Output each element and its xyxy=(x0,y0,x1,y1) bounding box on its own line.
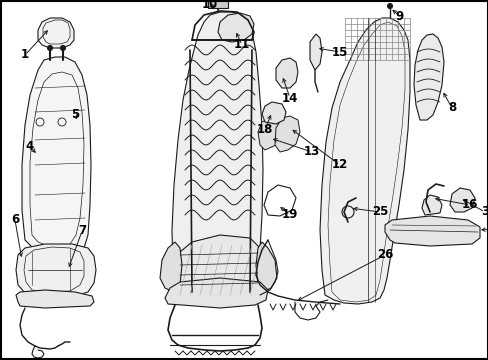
Text: 10: 10 xyxy=(202,0,218,12)
Text: 5: 5 xyxy=(71,108,79,121)
Polygon shape xyxy=(172,12,263,297)
Polygon shape xyxy=(384,216,479,246)
Circle shape xyxy=(47,45,52,50)
Text: 3: 3 xyxy=(480,206,488,219)
Text: 12: 12 xyxy=(331,158,347,171)
Text: 26: 26 xyxy=(376,248,392,261)
Polygon shape xyxy=(275,58,297,88)
Text: 1: 1 xyxy=(21,49,29,62)
Polygon shape xyxy=(258,118,280,150)
Polygon shape xyxy=(449,188,474,212)
Text: 19: 19 xyxy=(281,208,298,221)
Polygon shape xyxy=(164,278,267,308)
Polygon shape xyxy=(413,34,443,120)
Text: 6: 6 xyxy=(11,213,19,226)
Text: 15: 15 xyxy=(331,45,347,58)
Polygon shape xyxy=(256,242,276,292)
Polygon shape xyxy=(262,102,285,124)
Polygon shape xyxy=(38,18,74,48)
Text: 7: 7 xyxy=(78,225,86,238)
Polygon shape xyxy=(309,34,321,70)
Text: 9: 9 xyxy=(395,9,403,22)
Polygon shape xyxy=(274,116,299,152)
Text: 25: 25 xyxy=(371,206,387,219)
Bar xyxy=(207,0,227,8)
Polygon shape xyxy=(218,13,253,42)
Polygon shape xyxy=(16,244,96,297)
Polygon shape xyxy=(22,57,91,254)
Text: 18: 18 xyxy=(256,123,273,136)
Polygon shape xyxy=(173,235,263,298)
Text: 4: 4 xyxy=(26,140,34,153)
Polygon shape xyxy=(160,242,182,292)
Circle shape xyxy=(386,4,392,9)
Text: 13: 13 xyxy=(303,145,320,158)
Polygon shape xyxy=(16,290,94,308)
Text: 14: 14 xyxy=(281,91,298,104)
Text: 11: 11 xyxy=(233,39,250,51)
Polygon shape xyxy=(421,195,441,215)
Text: 8: 8 xyxy=(447,102,455,114)
Circle shape xyxy=(61,45,65,50)
Polygon shape xyxy=(319,18,409,304)
Text: 16: 16 xyxy=(461,198,477,211)
